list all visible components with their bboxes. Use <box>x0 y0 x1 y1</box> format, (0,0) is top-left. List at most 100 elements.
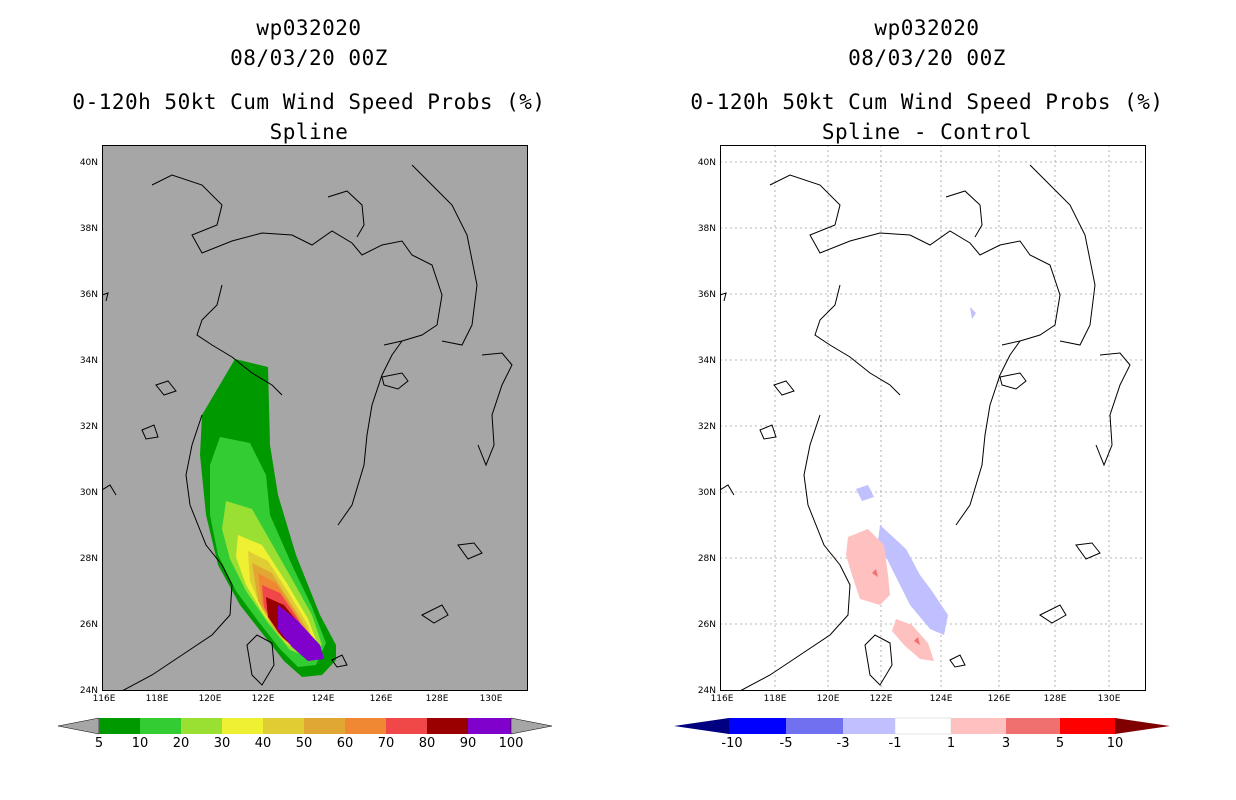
colorbar-label: -10 <box>721 736 743 751</box>
lat-label: 40N <box>79 158 98 168</box>
map-background <box>102 145 528 691</box>
lat-label: 36N <box>697 290 716 300</box>
lat-label: 26N <box>79 620 98 630</box>
colorbar-label: 30 <box>213 736 231 751</box>
method-title: Spline - Control <box>821 120 1033 144</box>
colorbar-bin <box>468 718 511 734</box>
colorbar <box>674 717 1170 735</box>
prob-90-100 <box>278 605 324 661</box>
lon-label: 124E <box>311 694 335 704</box>
colorbar-label: 60 <box>336 736 354 751</box>
colorbar-label: 20 <box>172 736 190 751</box>
left-panel: wp032020 08/03/20 00Z 0-120h 50kt Cum Wi… <box>57 16 553 751</box>
colorbar-label: 10 <box>1106 736 1124 751</box>
colorbar-label: -5 <box>779 736 793 751</box>
colorbar-label: 1 <box>946 736 956 751</box>
colorbar-label: 100 <box>498 736 524 751</box>
lon-label: 130E <box>1097 694 1121 704</box>
colorbar-bin <box>263 718 304 734</box>
colorbar-bin <box>786 718 843 734</box>
lon-label: 130E <box>479 694 503 704</box>
lat-label: 40N <box>697 158 716 168</box>
lon-label: 124E <box>929 694 953 704</box>
colorbar-bin <box>427 718 468 734</box>
colorbar-under-triangle <box>57 717 100 735</box>
colorbar-bin <box>1060 718 1115 734</box>
lon-label: 122E <box>869 694 893 704</box>
datetime: 08/03/20 00Z <box>848 46 1006 70</box>
lon-label: 126E <box>987 694 1011 704</box>
difference-map <box>720 145 1146 691</box>
diff-pos-3-5 <box>872 569 878 577</box>
right-panel: wp032020 08/03/20 00Z 0-120h 50kt Cum Wi… <box>618 0 1236 800</box>
lat-label: 36N <box>79 290 98 300</box>
lat-label: 28N <box>79 554 98 564</box>
colorbar-bin <box>99 718 140 734</box>
colorbar-bin <box>894 717 952 735</box>
colorbar-label: -3 <box>836 736 850 751</box>
colorbar-bin <box>386 718 427 734</box>
lon-label: 120E <box>816 694 840 704</box>
colorbar-label: -1 <box>888 736 902 751</box>
diff-neg-1-3 <box>970 307 976 319</box>
colorbar-bin <box>843 718 895 734</box>
product-title: 0-120h 50kt Cum Wind Speed Probs (%) <box>690 90 1164 114</box>
diff-pos-1-3 <box>846 529 890 605</box>
lon-label: 128E <box>425 694 449 704</box>
diff-pos-3-5 <box>914 637 920 645</box>
coastlines <box>720 164 1131 691</box>
colorbar-label: 5 <box>1055 736 1065 751</box>
colorbar-bin <box>222 718 263 734</box>
colorbar-label: 70 <box>377 736 395 751</box>
colorbar-label: 50 <box>295 736 313 751</box>
lon-label: 116E <box>710 694 734 704</box>
storm-id: wp032020 <box>256 16 362 40</box>
lon-label: 118E <box>145 694 169 704</box>
colorbar-bin <box>140 718 181 734</box>
storm-id: wp032020 <box>874 16 980 40</box>
product-title: 0-120h 50kt Cum Wind Speed Probs (%) <box>72 90 546 114</box>
diff-pos-1-3 <box>892 619 934 661</box>
colorbar-label: 40 <box>254 736 272 751</box>
lat-label: 34N <box>79 356 98 366</box>
colorbar-label: 90 <box>459 736 477 751</box>
difference-contours <box>846 307 976 661</box>
lat-label: 26N <box>697 620 716 630</box>
colorbar-bin <box>345 718 386 734</box>
colorbar-label: 5 <box>94 736 104 751</box>
colorbar-bin <box>304 718 345 734</box>
lon-label: 126E <box>369 694 393 704</box>
lat-label: 32N <box>697 422 716 432</box>
probability-contours <box>200 359 336 677</box>
lon-label: 120E <box>198 694 222 704</box>
lat-label: 38N <box>697 224 716 234</box>
diff-neg-1-3 <box>878 525 948 635</box>
colorbar <box>57 717 553 735</box>
colorbar-label: 10 <box>131 736 149 751</box>
lat-label: 30N <box>79 488 98 498</box>
colorbar-bin <box>951 718 1006 734</box>
colorbar-bin <box>729 718 786 734</box>
colorbar-under-triangle <box>674 718 729 734</box>
lat-label: 24N <box>697 686 716 696</box>
lon-label: 118E <box>763 694 787 704</box>
lat-label: 30N <box>697 488 716 498</box>
method-title: Spline <box>269 120 349 144</box>
colorbar-label: 80 <box>418 736 436 751</box>
colorbar-label: 3 <box>1001 736 1011 751</box>
probability-map <box>102 145 528 691</box>
lat-label: 32N <box>79 422 98 432</box>
datetime: 08/03/20 00Z <box>230 46 388 70</box>
lon-label: 116E <box>92 694 116 704</box>
colorbar-over-triangle <box>510 717 553 735</box>
colorbar-bin <box>1006 718 1060 734</box>
lat-label: 28N <box>697 554 716 564</box>
diff-neg-1-3 <box>856 485 874 501</box>
coastlines <box>102 164 513 691</box>
lon-label: 122E <box>251 694 275 704</box>
lat-label: 24N <box>79 686 98 696</box>
lat-label: 34N <box>697 356 716 366</box>
lon-label: 128E <box>1043 694 1067 704</box>
colorbar-over-triangle <box>1115 718 1170 734</box>
lat-label: 38N <box>79 224 98 234</box>
